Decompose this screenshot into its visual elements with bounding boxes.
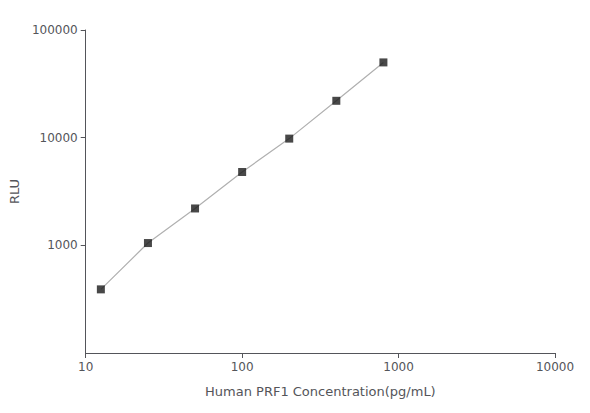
svg-text:Human PRF1 Concentration(pg/mL: Human PRF1 Concentration(pg/mL)	[205, 384, 436, 399]
svg-text:10: 10	[78, 360, 93, 374]
svg-text:10000: 10000	[536, 360, 574, 374]
svg-text:100: 100	[231, 360, 254, 374]
svg-text:10000: 10000	[40, 131, 78, 145]
svg-text:1000: 1000	[383, 360, 414, 374]
svg-text:RLU: RLU	[7, 179, 22, 204]
svg-text:1000: 1000	[47, 238, 78, 252]
svg-text:100000: 100000	[32, 23, 78, 37]
